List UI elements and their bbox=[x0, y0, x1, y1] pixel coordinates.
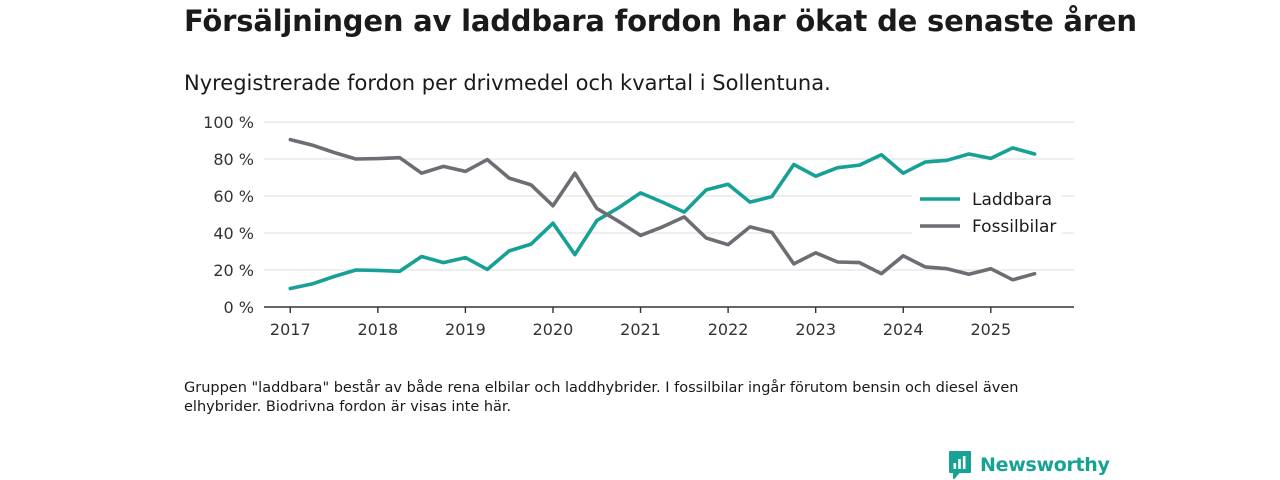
legend: Laddbara Fossilbilar bbox=[912, 183, 1062, 243]
legend-label-laddbara: Laddbara bbox=[972, 190, 1052, 210]
series-lines bbox=[288, 137, 1037, 291]
x-tick-label: 2019 bbox=[445, 320, 486, 339]
y-tick-label: 0 % bbox=[224, 298, 254, 317]
footnote: Gruppen "laddbara" består av både rena e… bbox=[184, 380, 1019, 415]
y-tick-label: 20 % bbox=[213, 261, 254, 280]
brand-name: Newsworthy bbox=[980, 454, 1110, 476]
y-tick-label: 80 % bbox=[213, 150, 254, 169]
x-tick-label: 2021 bbox=[620, 320, 661, 339]
y-tick-label: 40 % bbox=[213, 224, 254, 243]
legend-background bbox=[912, 183, 1062, 243]
x-tick-label: 2024 bbox=[883, 320, 924, 339]
series-line-fossilbilar bbox=[288, 137, 1037, 282]
x-tick-label: 2017 bbox=[270, 320, 311, 339]
x-axis: 2017 2018 2019 2020 2021 2022 2023 2024 2025 bbox=[264, 306, 1074, 339]
bar-chart-icon bbox=[949, 451, 971, 479]
series-line-laddbara bbox=[288, 146, 1037, 291]
x-tick-label: 2023 bbox=[795, 320, 836, 339]
chart-subtitle: Nyregistrerade fordon per drivmedel och … bbox=[184, 71, 831, 95]
legend-label-fossilbilar: Fossilbilar bbox=[972, 217, 1056, 237]
y-tick-label: 100 % bbox=[203, 113, 254, 132]
x-tick-label: 2025 bbox=[970, 320, 1011, 339]
x-tick-label: 2018 bbox=[357, 320, 398, 339]
x-tick-label: 2022 bbox=[708, 320, 749, 339]
y-tick-label: 60 % bbox=[213, 187, 254, 206]
chart-title: Försäljningen av laddbara fordon har öka… bbox=[184, 4, 1137, 38]
x-tick-label: 2020 bbox=[533, 320, 574, 339]
line-chart: 0 % 20 % 40 % 60 % 80 % 100 % 2017 2018 2019 202… bbox=[203, 113, 1074, 339]
newsworthy-logo: Newsworthy bbox=[948, 450, 1110, 480]
y-axis-tick-labels: 0 % 20 % 40 % 60 % 80 % 100 % bbox=[203, 113, 254, 317]
